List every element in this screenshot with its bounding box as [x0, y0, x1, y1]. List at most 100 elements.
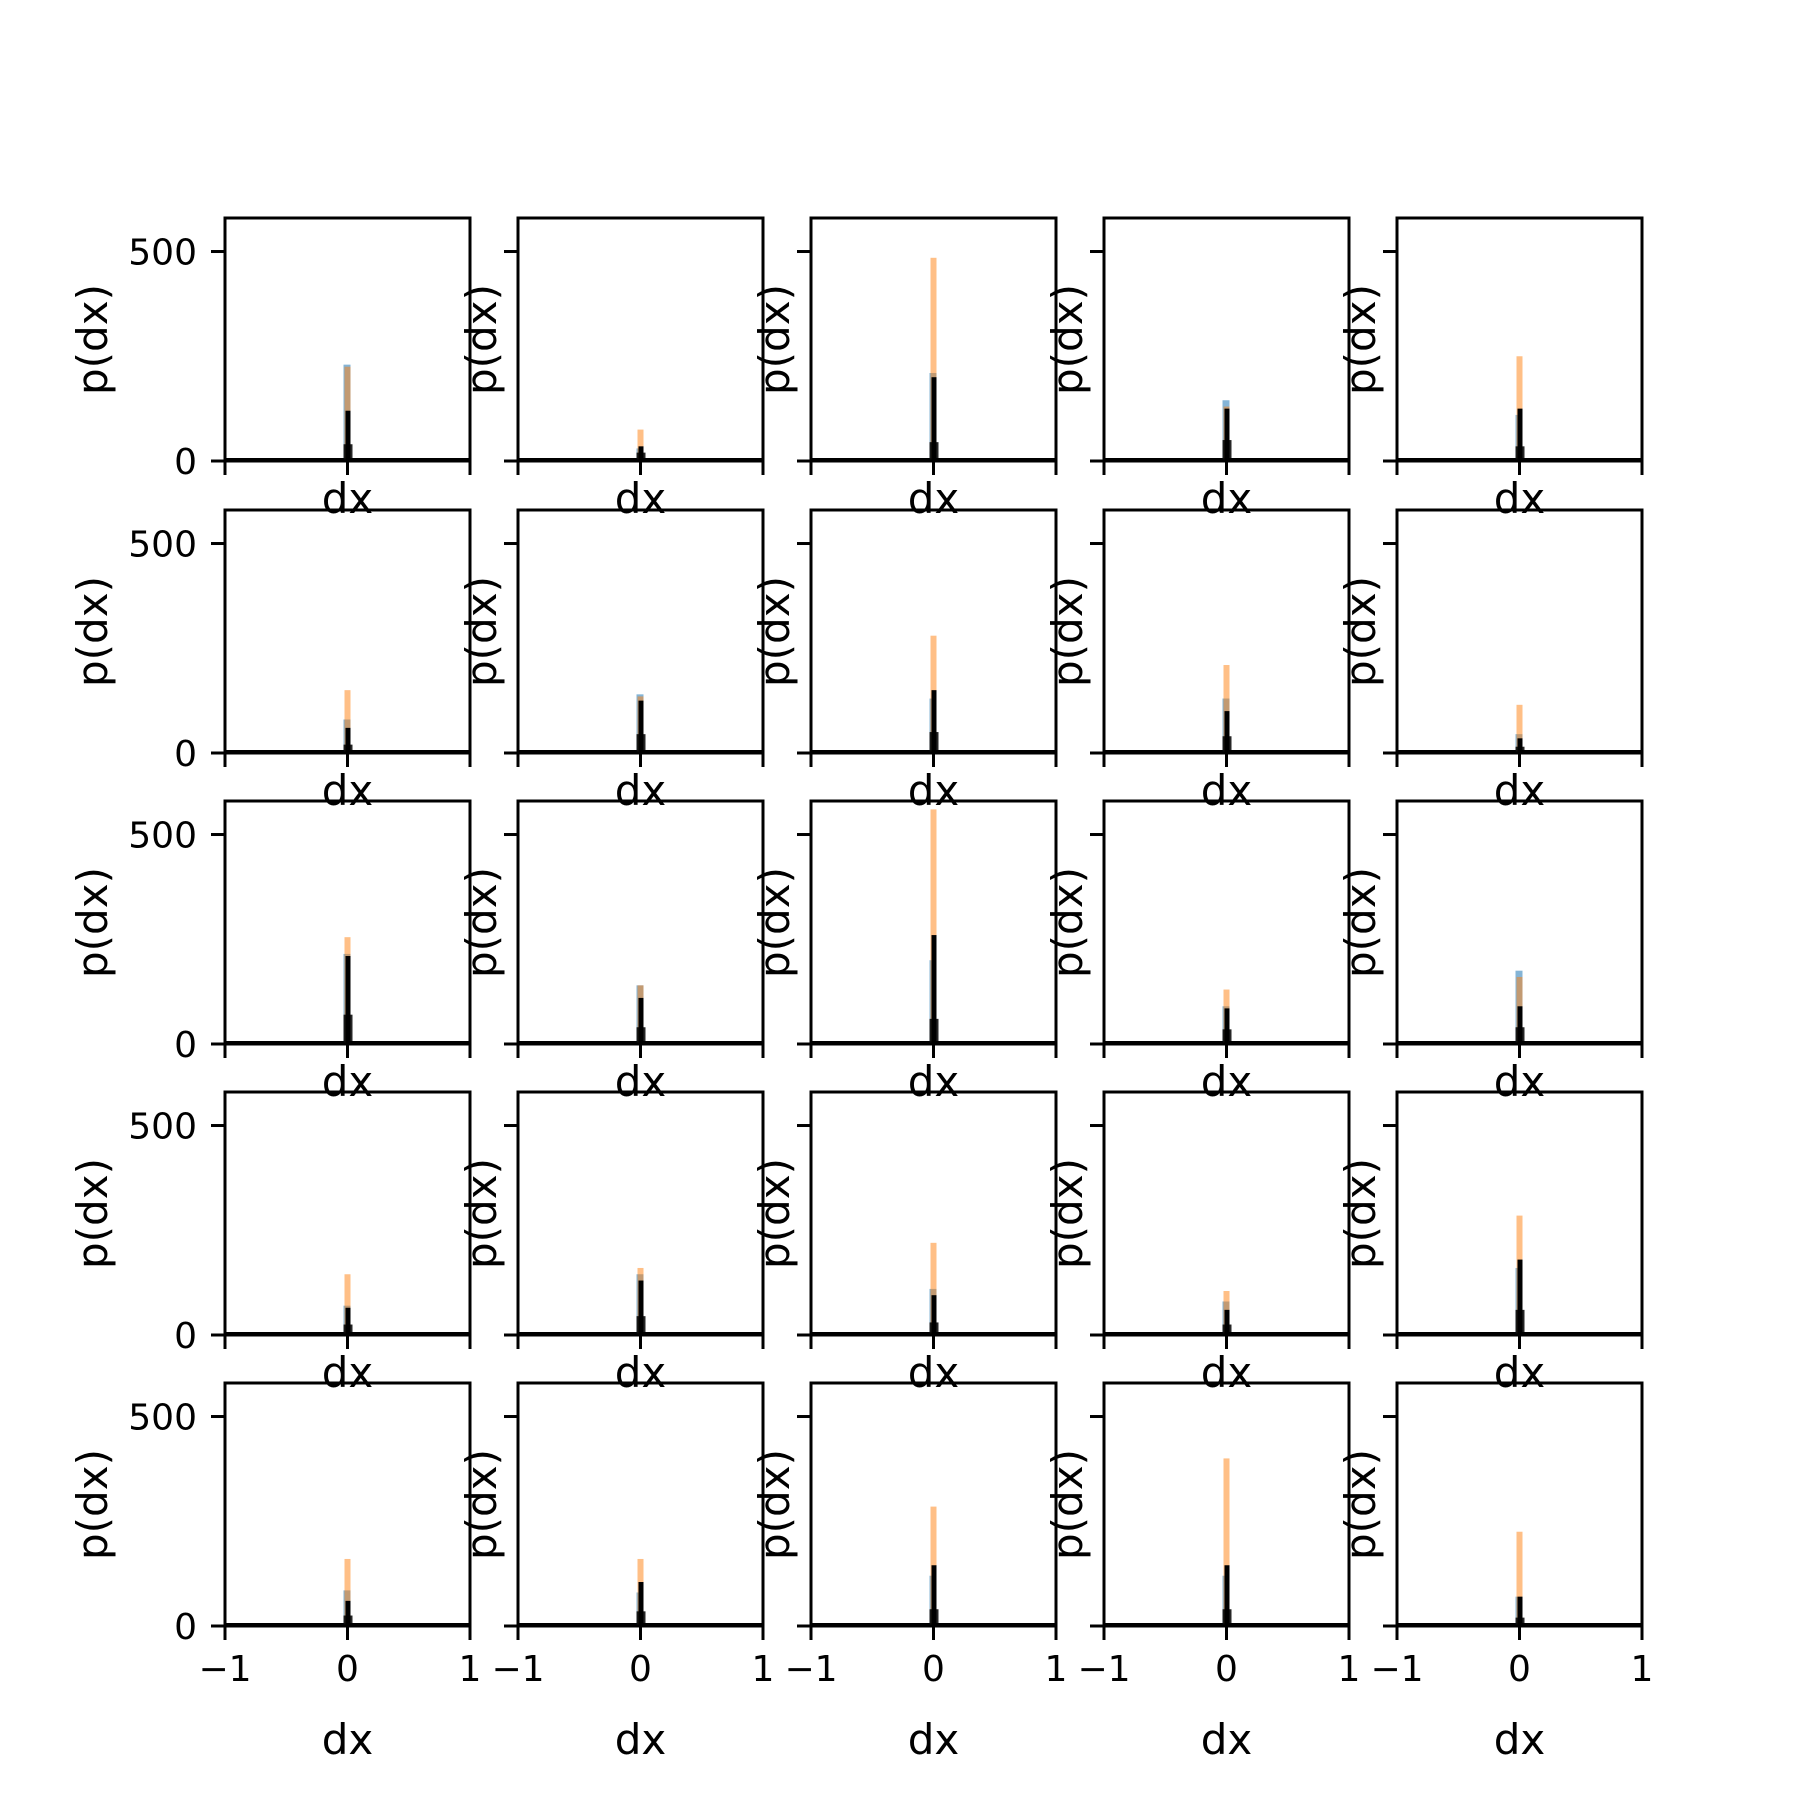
subplot-r5-c2: −1 0 1 dx p(dx)	[457, 1381, 775, 1764]
y-axis-label: p(dx)	[68, 867, 117, 978]
bar-reference-base	[929, 1322, 939, 1335]
x-tick-label: 1	[752, 1649, 775, 1690]
bar-reference-base	[636, 1611, 646, 1626]
x-axis-label: dx	[908, 474, 960, 523]
bar-reference	[1517, 1006, 1523, 1044]
x-axis-label: dx	[908, 1057, 960, 1106]
x-axis-label: dx	[615, 474, 667, 523]
y-axis-label: p(dx)	[68, 1449, 117, 1560]
subplot-r2-c2: dx p(dx)	[457, 508, 765, 815]
x-tick-label: 1	[1045, 1649, 1068, 1690]
x-tick-label: 1	[1631, 1649, 1654, 1690]
bar-series-b	[344, 1558, 351, 1626]
x-tick-label: −1	[1077, 1649, 1130, 1690]
y-axis-label: p(dx)	[750, 576, 799, 687]
y-axis-label: p(dx)	[1043, 284, 1092, 395]
y-tick-label: 0	[174, 1607, 197, 1648]
y-axis-label: p(dx)	[457, 1449, 506, 1560]
subplot-r4-c4: dx p(dx)	[1043, 1090, 1351, 1397]
bar-series-b	[344, 1274, 351, 1335]
bar-reference	[931, 935, 937, 1044]
bar-reference-base	[636, 734, 646, 753]
bar-reference	[931, 690, 937, 753]
x-axis-label: dx	[615, 1348, 667, 1397]
bar-reference	[345, 410, 351, 461]
bar-series-b	[930, 257, 937, 461]
bar-series-b	[930, 1242, 937, 1335]
x-tick-label: 0	[336, 1649, 359, 1690]
y-axis-label: p(dx)	[1043, 1449, 1092, 1560]
bar-reference	[345, 1307, 351, 1335]
bar-reference	[345, 727, 351, 753]
bar-reference-base	[1515, 1617, 1525, 1626]
x-tick-label: 0	[629, 1649, 652, 1690]
bar-reference-base	[636, 1027, 646, 1044]
bar-reference	[345, 1600, 351, 1626]
subplot-r5-c3: −1 0 1 dx p(dx)	[750, 1381, 1068, 1764]
bar-reference-base	[1515, 1309, 1525, 1335]
bar-reference	[1517, 408, 1523, 461]
x-tick-label: 0	[922, 1649, 945, 1690]
bar-reference-base	[929, 732, 939, 753]
x-axis-label: dx	[1201, 1715, 1253, 1764]
x-axis-label: dx	[908, 1715, 960, 1764]
x-axis-label: dx	[1201, 1057, 1253, 1106]
bar-reference	[1517, 738, 1523, 753]
subplot-r3-c2: dx p(dx)	[457, 799, 765, 1106]
bar-reference	[931, 1565, 937, 1626]
x-axis-label: dx	[1201, 474, 1253, 523]
y-axis-label: p(dx)	[1336, 576, 1385, 687]
bar-series-b	[1516, 704, 1523, 753]
x-tick-label: 1	[1338, 1649, 1361, 1690]
bar-reference-base	[929, 1018, 939, 1044]
subplot-r2-c1: 0 500 dx p(dx)	[68, 508, 472, 815]
x-axis-label: dx	[322, 1057, 374, 1106]
subplot-r4-c2: dx p(dx)	[457, 1090, 765, 1397]
x-tick-label: −1	[198, 1649, 251, 1690]
y-tick-label: 0	[174, 442, 197, 483]
bar-reference	[1224, 1309, 1230, 1335]
bar-reference	[1224, 1565, 1230, 1626]
y-tick-label: 500	[128, 816, 197, 857]
bar-reference-base	[636, 452, 646, 461]
x-axis-label: dx	[1494, 1057, 1546, 1106]
bar-reference-base	[343, 1324, 353, 1335]
subplot-r1-c2: dx p(dx)	[457, 216, 765, 523]
x-tick-label: 0	[1508, 1649, 1531, 1690]
y-axis-label: p(dx)	[457, 867, 506, 978]
x-axis-label: dx	[615, 1057, 667, 1106]
subplot-r2-c5: dx p(dx)	[1336, 508, 1644, 815]
bar-reference-base	[343, 1014, 353, 1044]
subplot-r4-c3: dx p(dx)	[750, 1090, 1058, 1397]
bar-reference	[1224, 408, 1230, 461]
bar-reference-base	[1222, 736, 1232, 753]
bar-reference	[638, 1280, 644, 1335]
bar-reference	[1224, 711, 1230, 753]
bar-reference-base	[1515, 446, 1525, 461]
x-axis-label: dx	[322, 1348, 374, 1397]
y-axis-label: p(dx)	[68, 1158, 117, 1269]
bar-series-b	[1223, 1458, 1230, 1626]
x-axis-label: dx	[908, 1348, 960, 1397]
y-tick-label: 500	[128, 1398, 197, 1439]
subplot-r1-c4: dx p(dx)	[1043, 216, 1351, 523]
axes-frame	[516, 216, 765, 463]
x-tick-label: −1	[491, 1649, 544, 1690]
y-tick-label: 500	[128, 233, 197, 274]
x-axis-label: dx	[615, 1715, 667, 1764]
bar-reference-base	[636, 1316, 646, 1335]
y-tick-label: 0	[174, 734, 197, 775]
bar-reference-base	[929, 442, 939, 461]
bar-reference-base	[1222, 440, 1232, 461]
bar-reference-base	[343, 1615, 353, 1626]
y-axis-label: p(dx)	[1336, 1449, 1385, 1560]
bar-reference-base	[1222, 1609, 1232, 1626]
bar-reference	[638, 1582, 644, 1626]
y-axis-label: p(dx)	[750, 1449, 799, 1560]
bar-reference-base	[1515, 746, 1525, 753]
subplot-r3-c4: dx p(dx)	[1043, 799, 1351, 1106]
bar-series-b	[637, 429, 644, 461]
subplot-r5-c5: −1 0 1 dx p(dx)	[1336, 1381, 1654, 1764]
